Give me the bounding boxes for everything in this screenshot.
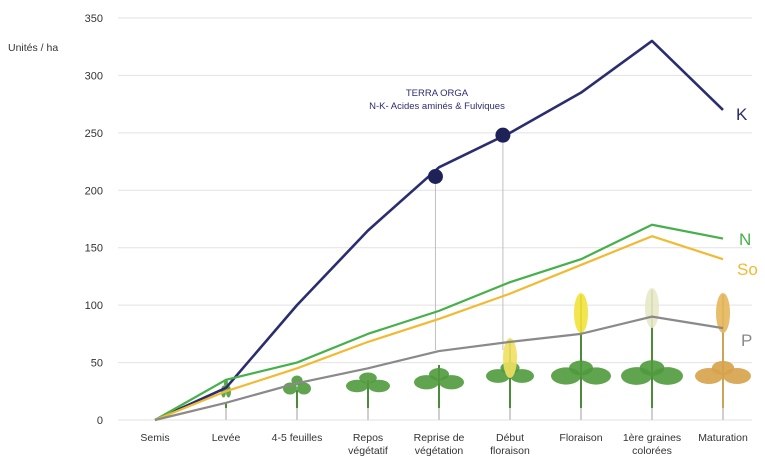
product-annotation: TERRA ORGA N-K- Acides aminés & Fulviques	[369, 88, 505, 112]
plant-leaf	[639, 360, 665, 376]
annotation-line: TERRA ORGA	[406, 88, 469, 99]
series-line-P	[154, 315, 724, 422]
application-markers	[427, 127, 511, 185]
y-tick-100: 100	[85, 300, 103, 312]
plant-leaf	[368, 379, 390, 393]
x-tick-line: Floraison	[559, 432, 602, 444]
y-tick-350: 350	[85, 13, 103, 25]
x-axis-category-labels: Semis Levée 4-5 feuilles Repos végétatif Repr…	[140, 432, 748, 457]
x-tick-line: végétatif	[348, 445, 388, 457]
plant-flower	[645, 288, 659, 328]
x-tick-label: Levée	[212, 432, 241, 444]
plant-leaf	[359, 372, 377, 384]
x-tick-label: Repos végétatif	[348, 432, 388, 457]
y-tick-0: 0	[97, 415, 103, 427]
x-tick-line: Maturation	[698, 432, 748, 444]
x-tick-label: 4-5 feuilles	[272, 432, 323, 444]
series-line-So	[154, 235, 724, 422]
annotation-text: TERRA ORGA N-K- Acides aminés & Fulviques	[369, 88, 505, 112]
annotation-line: N-K- Acides aminés & Fulviques	[369, 101, 505, 112]
plant-illustration	[486, 338, 534, 420]
x-tick-line: végétation	[415, 445, 464, 457]
x-tick-line: Reprise de	[414, 432, 465, 444]
plant-flower	[574, 293, 588, 333]
plant-illustration	[695, 293, 751, 420]
y-tick-150: 150	[85, 243, 103, 255]
x-tick-line: floraison	[490, 445, 530, 457]
marker-drop-lines	[434, 135, 504, 350]
y-axis-label: Unités / ha	[8, 42, 58, 54]
series-line-K	[154, 39, 724, 422]
x-tick-label: Maturation	[698, 432, 748, 444]
series-lines	[154, 39, 724, 422]
series-label-K: K	[736, 105, 748, 124]
x-tick-line: 4-5 feuilles	[272, 432, 323, 444]
plant-illustration	[414, 365, 464, 420]
plant-leaf	[429, 368, 449, 381]
plant-illustration	[551, 293, 611, 420]
series-label-So: So	[737, 260, 758, 279]
y-axis-ticks: 0 50 100 150 200 250 300 350	[85, 13, 103, 427]
application-marker	[427, 169, 443, 185]
y-tick-200: 200	[85, 185, 103, 197]
x-tick-line: Repos	[353, 432, 383, 444]
y-tick-250: 250	[85, 128, 103, 140]
x-tick-label: Reprise de végétation	[414, 432, 465, 457]
y-tick-50: 50	[91, 358, 103, 370]
series-label-N: N	[739, 230, 751, 249]
series-labels: K N So P	[736, 105, 758, 350]
plant-flower	[716, 293, 730, 333]
x-tick-label: 1ère graines colorées	[623, 432, 681, 457]
x-tick-line: colorées	[632, 445, 672, 457]
series-line-N	[154, 223, 724, 421]
x-tick-line: Semis	[140, 432, 169, 444]
x-tick-line: Début	[496, 432, 524, 444]
plant-leaf	[346, 379, 368, 393]
x-tick-label: Floraison	[559, 432, 602, 444]
plant-leaf	[711, 361, 735, 375]
plant-illustrations	[221, 288, 751, 420]
plant-illustration	[621, 288, 683, 420]
plant-leaf	[569, 360, 593, 376]
series-label-P: P	[741, 331, 752, 350]
x-tick-line: Levée	[212, 432, 241, 444]
x-tick-line: 1ère graines	[623, 432, 681, 444]
plant-flower	[503, 338, 517, 378]
plant-leaf	[297, 382, 311, 395]
x-tick-label: Semis	[140, 432, 169, 444]
y-tick-300: 300	[85, 70, 103, 82]
plant-illustration	[346, 372, 390, 420]
x-tick-label: Début floraison	[490, 432, 530, 457]
application-marker	[495, 127, 511, 143]
